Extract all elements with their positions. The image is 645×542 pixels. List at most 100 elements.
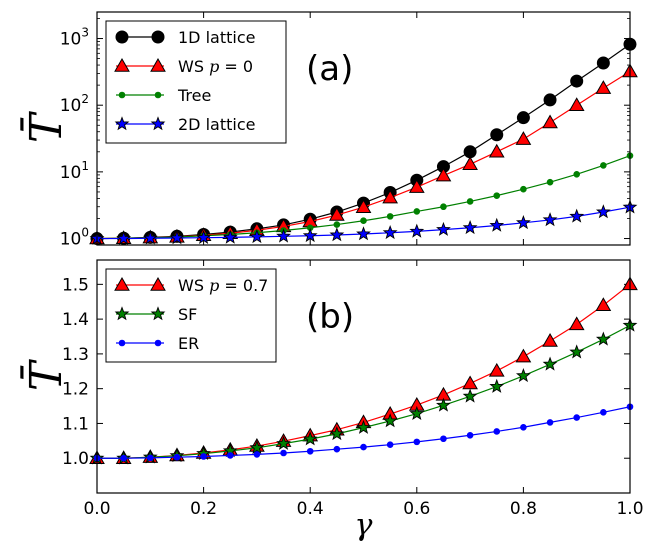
x-tick-label: 1.0 <box>616 499 643 519</box>
series-0 <box>90 37 637 246</box>
data-point <box>515 215 531 230</box>
data-point <box>386 213 394 220</box>
data-point <box>329 426 345 441</box>
data-point <box>542 212 558 227</box>
data-point <box>489 217 505 232</box>
data-point <box>200 453 207 460</box>
x-tick-label: 0.6 <box>403 499 430 519</box>
data-point <box>488 143 505 158</box>
data-point <box>462 375 478 390</box>
data-point <box>542 333 558 347</box>
y-axis-label: T̄ <box>19 358 72 391</box>
x-tick-label: 0.8 <box>510 499 537 519</box>
chart-panel-b: 1.0 1.1 1.2 1.3 1.4 1.5 0.0 0.2 0.4 0.6 0.8 1.0 WS p… <box>19 259 644 542</box>
data-point <box>329 227 345 242</box>
data-point <box>249 440 265 455</box>
data-point <box>120 454 127 462</box>
legend-marker <box>115 30 129 44</box>
panel-label: (b) <box>306 297 354 337</box>
x-tick-label: 0.4 <box>297 499 324 519</box>
data-point <box>466 198 474 205</box>
data-point <box>413 438 421 446</box>
data-point <box>462 219 478 235</box>
data-point <box>490 128 504 142</box>
data-point <box>600 162 607 169</box>
chart-panel-a: 100 101 102 103 1D lattice WS p = 0 Tree 2D lat… <box>19 11 638 250</box>
y-tick-label: 1.4 <box>62 310 89 330</box>
data-point <box>515 368 531 383</box>
data-point <box>440 435 447 443</box>
legend-marker <box>150 116 166 131</box>
data-point <box>222 229 238 244</box>
data-point <box>169 230 185 245</box>
plot-frame <box>96 259 631 494</box>
data-point <box>489 378 505 393</box>
data-point <box>333 221 341 228</box>
data-point <box>276 435 291 450</box>
data-point <box>568 97 585 111</box>
x-tick-label: 0.2 <box>190 499 217 519</box>
legend-marker <box>151 30 165 44</box>
data-point <box>409 405 425 421</box>
data-point <box>355 199 372 213</box>
y-tick-label: 101 <box>60 159 89 183</box>
data-point <box>546 178 554 186</box>
legend-marker <box>118 339 126 347</box>
data-point <box>435 167 452 182</box>
data-point <box>595 297 612 311</box>
data-point <box>196 229 211 244</box>
legend-label: Tree <box>177 86 211 105</box>
y-tick-label: 1.2 <box>62 380 89 400</box>
data-point <box>516 111 530 125</box>
data-point <box>413 208 421 215</box>
data-point <box>408 179 425 193</box>
legend-label: WS p = 0 <box>178 57 253 76</box>
y-tick-label: 1.1 <box>62 414 89 434</box>
data-point <box>142 230 158 245</box>
data-point <box>280 449 287 457</box>
legend-box <box>105 20 287 144</box>
legend-marker <box>154 339 162 347</box>
legend-label: 1D lattice <box>178 28 255 47</box>
data-point <box>542 356 558 371</box>
data-point <box>249 229 265 244</box>
data-point <box>302 227 318 243</box>
data-point <box>409 223 425 238</box>
data-point <box>173 453 181 461</box>
data-point <box>360 217 367 225</box>
y-tick-label: 1.3 <box>62 345 89 365</box>
data-point <box>116 230 132 245</box>
y-axis-label: T̄ <box>19 110 72 143</box>
data-point <box>436 397 451 412</box>
plot-frame <box>96 11 631 246</box>
data-point <box>542 114 558 129</box>
legend-label: WS p = 0.7 <box>178 276 268 295</box>
y-tick-label: 1.0 <box>62 449 89 469</box>
data-point <box>543 93 557 107</box>
data-point <box>356 419 371 434</box>
data-point <box>520 423 527 431</box>
legend-label: SF <box>178 305 197 324</box>
data-point <box>595 80 612 94</box>
y-tick-label: 103 <box>60 26 89 50</box>
y-axis-symbol: T̄ <box>19 358 72 391</box>
data-point <box>520 185 527 193</box>
legend-marker <box>118 91 126 99</box>
legend-marker <box>114 57 130 72</box>
data-point <box>440 203 447 211</box>
data-point <box>382 189 399 204</box>
data-point <box>306 447 314 455</box>
data-point <box>462 388 478 403</box>
data-point <box>302 431 318 446</box>
data-point <box>493 192 501 199</box>
panel-label: (a) <box>306 49 353 89</box>
legend-marker <box>150 276 166 291</box>
data-point <box>466 431 474 439</box>
legend-label: ER <box>178 334 199 353</box>
legend: 1D lattice WS p = 0 Tree 2D lattice <box>105 20 287 144</box>
legend-marker <box>114 276 130 291</box>
data-point <box>573 170 581 178</box>
data-point <box>596 56 610 70</box>
data-point <box>356 226 371 241</box>
